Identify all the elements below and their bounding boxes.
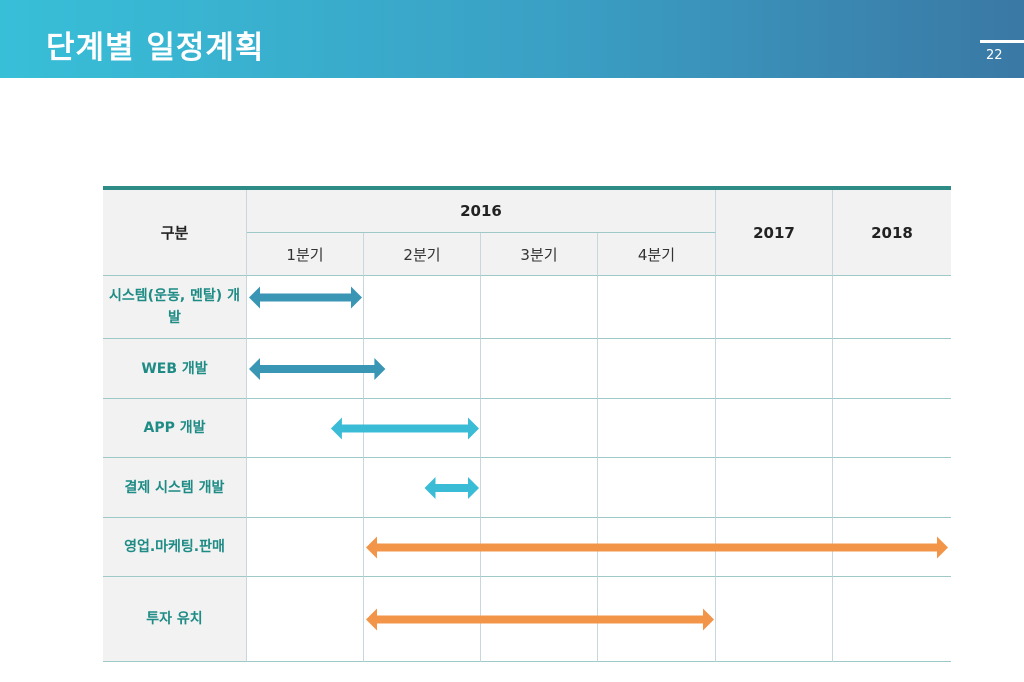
schedule-cell [598,339,716,399]
schedule-cell [716,399,833,458]
schedule-cell [833,276,951,339]
schedule-cell [481,458,598,518]
schedule-cell [481,339,598,399]
page-number-rule [980,40,1024,43]
row-label-app: APP 개발 [103,399,247,458]
schedule-cell [598,518,716,577]
schedule-cell [481,518,598,577]
quarter-header-2: 2분기 [364,233,481,276]
schedule-cell [364,339,481,399]
schedule-cell [598,276,716,339]
year-header-2018: 2018 [833,190,951,276]
schedule-cell [716,458,833,518]
schedule-cell [247,276,364,339]
schedule-cell [364,518,481,577]
row-label-system: 시스템(운동, 멘탈) 개발 [103,276,247,339]
schedule-cell [247,458,364,518]
year-header-2017: 2017 [716,190,833,276]
schedule-cell [481,276,598,339]
schedule-cell [833,577,951,662]
schedule-cell [716,518,833,577]
row-label-investment: 투자 유치 [103,577,247,662]
schedule-cell [364,577,481,662]
schedule-cell [716,276,833,339]
quarter-header-3: 3분기 [481,233,598,276]
schedule-cell [833,399,951,458]
schedule-cell [247,577,364,662]
schedule-cell [833,458,951,518]
page-number: 22 [986,48,1003,63]
schedule-cell [247,399,364,458]
page-title: 단계별 일정계획 [46,30,265,66]
title-banner: 단계별 일정계획 22 [0,0,1024,78]
column-header-category: 구분 [103,190,247,276]
schedule-cell [364,276,481,339]
schedule-cell [833,339,951,399]
row-label-web: WEB 개발 [103,339,247,399]
schedule-cell [481,399,598,458]
schedule-cell [598,399,716,458]
table-top-rule [103,186,951,190]
schedule-cell [364,399,481,458]
year-header-2016: 2016 [247,190,716,233]
schedule-cell [598,458,716,518]
schedule-cell [716,577,833,662]
row-label-sales: 영업.마케팅.판매 [103,518,247,577]
schedule-cell [716,339,833,399]
schedule-cell [598,577,716,662]
quarter-header-4: 4분기 [598,233,716,276]
schedule-cell [247,518,364,577]
schedule-cell [364,458,481,518]
schedule-cell [833,518,951,577]
quarter-header-1: 1분기 [247,233,364,276]
row-label-payment: 결제 시스템 개발 [103,458,247,518]
schedule-cell [247,339,364,399]
schedule-cell [481,577,598,662]
